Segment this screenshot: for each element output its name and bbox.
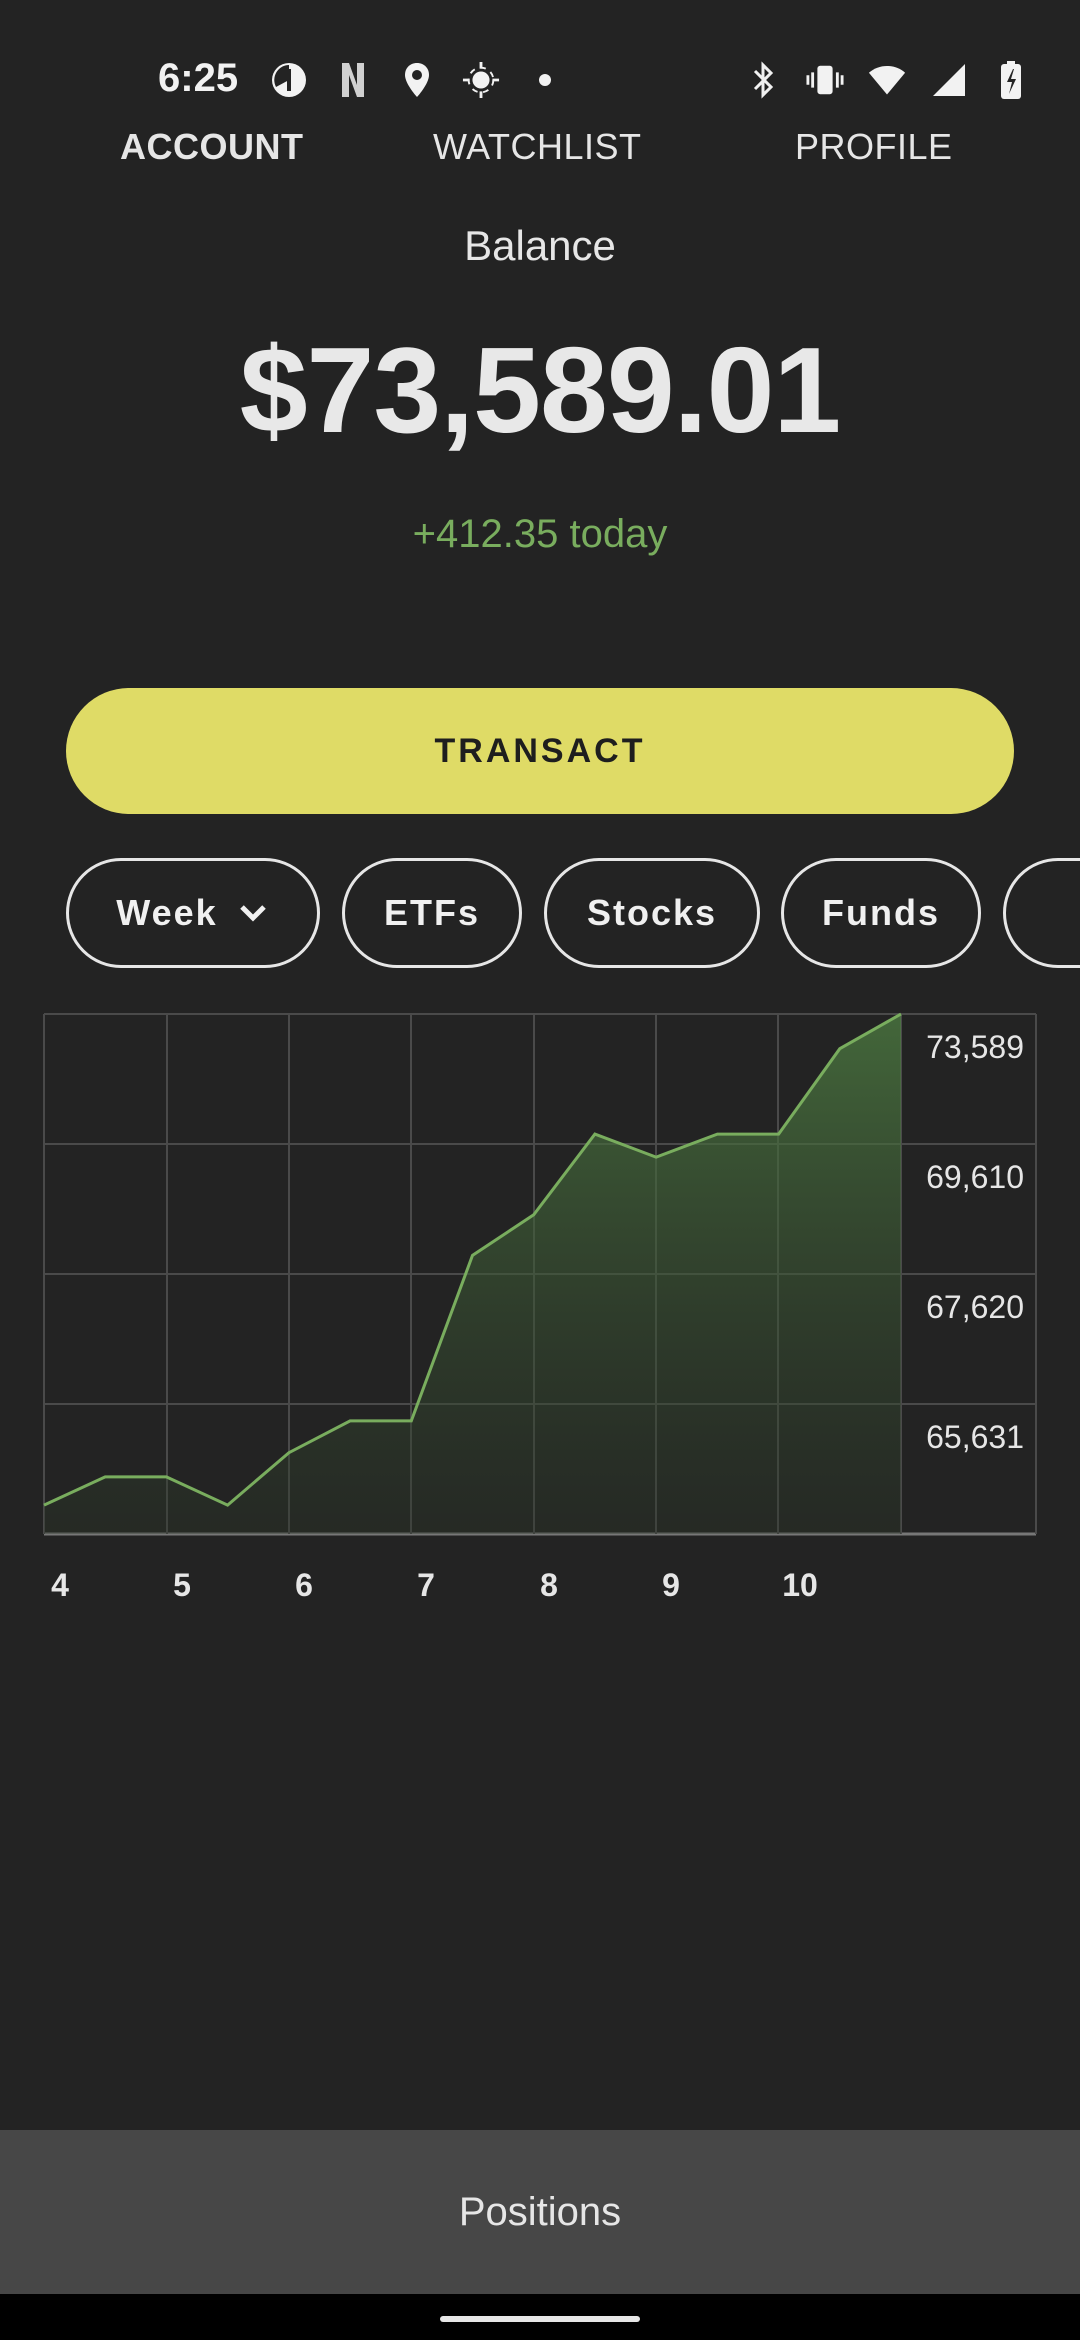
gps-icon (462, 60, 500, 100)
y-tick-label: 65,631 (926, 1419, 1024, 1455)
netflix-icon (334, 60, 372, 100)
chip-etfs[interactable]: ETFs (342, 858, 522, 968)
y-tick-label: 69,610 (926, 1159, 1024, 1195)
pie-chart-icon (270, 60, 308, 100)
period-label: Week (116, 892, 218, 933)
wifi-icon (868, 60, 906, 100)
chip-funds[interactable]: Funds (781, 858, 981, 968)
chip-more[interactable] (1003, 858, 1080, 968)
location-pin-icon (398, 60, 436, 100)
signal-icon (930, 60, 968, 100)
x-tick-label: 6 (295, 1567, 313, 1603)
status-time: 6:25 (158, 56, 239, 100)
tab-watchlist[interactable]: WATCHLIST (433, 126, 642, 167)
x-tick-label: 10 (782, 1567, 818, 1603)
chart-line (43, 1012, 902, 1507)
top-tabs: ACCOUNT WATCHLIST PROFILE (0, 126, 1080, 186)
y-tick-label: 73,589 (926, 1029, 1024, 1065)
balance-label: Balance (464, 222, 616, 269)
y-tick-label: 67,620 (926, 1289, 1024, 1325)
balance-value: $73,589.01 (239, 322, 842, 458)
bluetooth-icon (744, 60, 782, 100)
x-tick-label: 5 (173, 1567, 191, 1603)
balance-chart: 73,589 69,610 67,620 65,631 4 5 6 7 8 9 10 (0, 1000, 1080, 1620)
transact-button[interactable]: TRANSACT (66, 688, 1014, 814)
home-indicator[interactable] (440, 2316, 640, 2322)
x-tick-label: 9 (662, 1567, 680, 1603)
x-tick-label: 7 (417, 1567, 435, 1603)
vibrate-icon (806, 60, 844, 100)
tab-account[interactable]: ACCOUNT (120, 126, 304, 167)
filter-chips: Week ETFs Stocks Funds (0, 858, 1080, 970)
battery-charging-icon (992, 60, 1030, 100)
x-tick-label: 8 (540, 1567, 558, 1603)
dot-icon (526, 60, 564, 100)
x-tick-label: 4 (51, 1567, 69, 1603)
chart-svg: 73,589 69,610 67,620 65,631 4 5 6 7 8 9 10 (43, 1012, 1037, 1603)
daily-change: +412.35 today (412, 512, 668, 556)
period-dropdown[interactable]: Week (66, 858, 320, 968)
status-bar: 6:25 (0, 0, 1080, 130)
chevron-down-icon (236, 896, 270, 930)
chart-area (44, 1014, 901, 1534)
chip-stocks[interactable]: Stocks (544, 858, 760, 968)
tab-profile[interactable]: PROFILE (795, 126, 953, 167)
positions-bar[interactable]: Positions (0, 2130, 1080, 2294)
